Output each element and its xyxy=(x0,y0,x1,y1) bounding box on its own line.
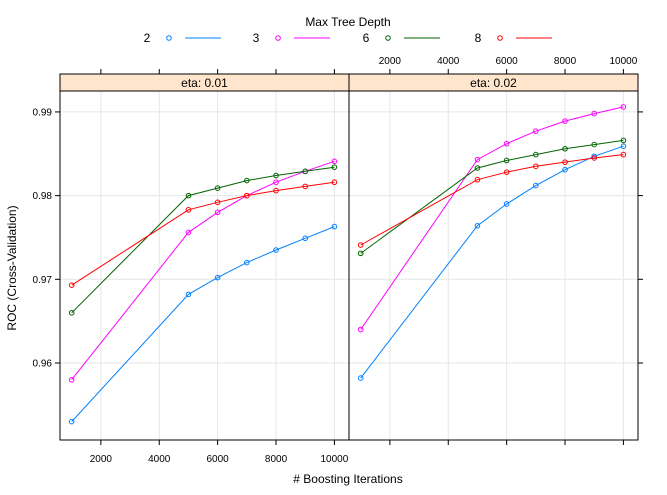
data-point-depth-2 xyxy=(244,259,250,266)
x-tick-label: 4000 xyxy=(148,454,171,465)
data-point-depth-3 xyxy=(331,158,338,165)
series-line-depth-6 xyxy=(360,139,624,254)
legend-label: 3 xyxy=(253,31,260,45)
data-point-depth-2 xyxy=(562,166,568,173)
series-line-depth-2 xyxy=(71,226,335,422)
data-point-depth-2 xyxy=(357,375,364,381)
data-point-depth-2 xyxy=(302,235,309,242)
legend-item-depth-3: 3 xyxy=(253,31,330,45)
data-point-depth-2 xyxy=(68,418,75,425)
data-point-depth-2 xyxy=(185,291,192,298)
series-line-depth-8 xyxy=(360,154,624,246)
series-line-depth-8 xyxy=(71,181,335,286)
data-point-depth-3 xyxy=(68,376,75,383)
y-axis-title: ROC (Cross-Validation) xyxy=(5,205,19,330)
legend-title: Max Tree Depth xyxy=(305,15,390,29)
data-point-depth-6 xyxy=(591,141,598,148)
data-point-depth-8 xyxy=(273,187,279,194)
data-point-depth-6 xyxy=(185,192,192,199)
data-point-depth-6 xyxy=(474,165,481,171)
legend: Max Tree Depth 2 3 6 8 xyxy=(144,15,552,45)
data-point-depth-6 xyxy=(533,151,539,158)
data-point-depth-8 xyxy=(474,176,481,183)
data-point-depth-6 xyxy=(68,309,75,316)
x-tick-label: 8000 xyxy=(554,56,577,67)
data-point-depth-6 xyxy=(620,137,627,144)
legend-marker xyxy=(497,35,503,41)
legend-label: 8 xyxy=(475,31,482,45)
x-tick-label: 2000 xyxy=(90,454,113,465)
y-tick-label: 0.99 xyxy=(33,107,53,118)
y-tick-label: 0.98 xyxy=(33,191,53,202)
data-point-depth-3 xyxy=(357,326,364,333)
data-point-depth-8 xyxy=(244,192,250,199)
data-point-depth-6 xyxy=(273,172,279,179)
x-tick-label: 8000 xyxy=(265,454,288,465)
data-point-depth-2 xyxy=(214,274,221,281)
panel-1: eta: 0.01 2000 4000 6000 8000 10000 0.96 0.97 0.… xyxy=(33,69,350,465)
data-point-depth-3 xyxy=(185,229,192,236)
data-point-depth-6 xyxy=(331,164,338,170)
series-line-depth-6 xyxy=(71,166,335,314)
data-point-depth-8 xyxy=(591,155,598,161)
y-tick-label: 0.97 xyxy=(33,275,53,286)
data-point-depth-2 xyxy=(620,143,627,150)
x-tick-label: 6000 xyxy=(496,56,519,67)
panel-2: eta: 0.02 2000 4000 6000 8000 10000 xyxy=(348,56,643,445)
data-point-depth-8 xyxy=(214,199,221,206)
data-point-depth-2 xyxy=(591,153,598,160)
data-point-depth-8 xyxy=(503,169,510,175)
x-tick-label: 10000 xyxy=(609,56,637,67)
data-point-depth-8 xyxy=(302,183,309,190)
data-point-depth-3 xyxy=(474,156,481,163)
data-point-depth-2 xyxy=(474,222,481,229)
data-point-depth-3 xyxy=(562,118,568,124)
data-point-depth-8 xyxy=(331,179,338,186)
data-point-depth-2 xyxy=(533,182,539,189)
data-point-depth-2 xyxy=(503,201,510,207)
data-point-depth-3 xyxy=(503,140,510,147)
legend-marker xyxy=(166,35,172,41)
data-point-depth-8 xyxy=(68,282,75,288)
panel-strip-label: eta: 0.02 xyxy=(470,76,517,90)
data-point-depth-6 xyxy=(302,168,309,175)
x-tick-label: 4000 xyxy=(437,56,460,67)
data-point-depth-8 xyxy=(620,151,627,158)
y-tick-label: 0.96 xyxy=(33,359,53,370)
data-point-depth-2 xyxy=(331,223,338,230)
data-point-depth-3 xyxy=(533,128,539,134)
legend-label: 2 xyxy=(144,31,151,45)
x-tick-label: 6000 xyxy=(207,454,230,465)
legend-item-depth-8: 8 xyxy=(475,31,552,45)
data-point-depth-8 xyxy=(562,159,568,165)
data-point-depth-8 xyxy=(357,242,364,248)
data-point-depth-8 xyxy=(533,163,539,170)
x-tick-label: 2000 xyxy=(379,56,402,67)
panel-strip-label: eta: 0.01 xyxy=(181,76,228,90)
legend-item-depth-2: 2 xyxy=(144,31,221,45)
legend-label: 6 xyxy=(363,31,370,45)
legend-item-depth-6: 6 xyxy=(363,31,440,45)
data-point-depth-6 xyxy=(214,185,221,191)
data-point-depth-8 xyxy=(185,207,192,213)
data-point-depth-6 xyxy=(357,250,364,257)
data-point-depth-3 xyxy=(273,179,279,186)
data-point-depth-6 xyxy=(244,177,250,184)
panel-border xyxy=(348,90,639,441)
data-point-depth-3 xyxy=(620,104,627,110)
series-line-depth-3 xyxy=(71,160,335,381)
series-line-depth-2 xyxy=(360,145,624,379)
data-point-depth-6 xyxy=(562,145,568,152)
x-tick-label: 10000 xyxy=(320,454,348,465)
series-line-depth-3 xyxy=(360,106,624,330)
data-point-depth-3 xyxy=(591,110,598,117)
data-point-depth-6 xyxy=(503,157,510,164)
data-point-depth-2 xyxy=(273,247,279,253)
x-axis-title: # Boosting Iterations xyxy=(293,472,402,486)
data-point-depth-3 xyxy=(214,209,221,216)
legend-marker xyxy=(275,35,281,41)
legend-marker xyxy=(385,35,391,41)
